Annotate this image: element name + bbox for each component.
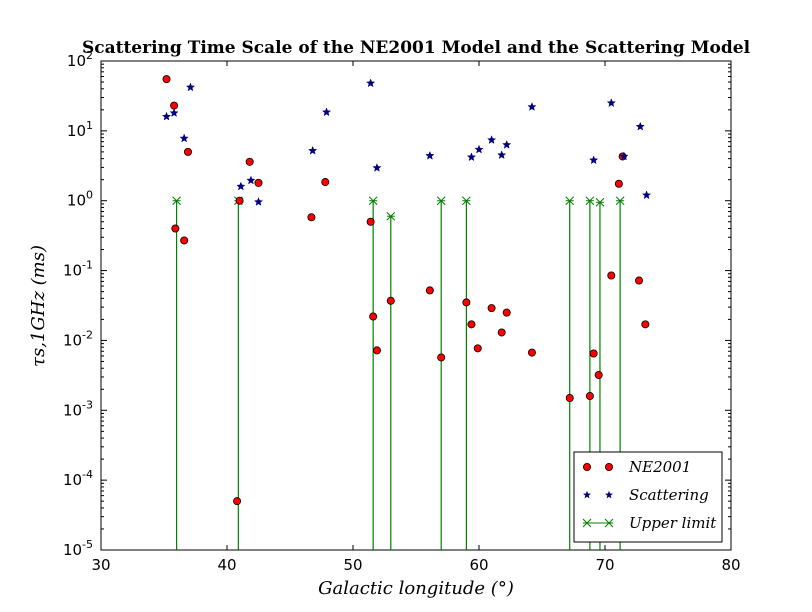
data-markers: [161, 75, 652, 506]
scattering-point: [365, 78, 376, 88]
y-tick-label: 10-1: [63, 259, 93, 280]
ne2001-point: [607, 271, 616, 280]
y-tick-label: 101: [67, 119, 93, 140]
ne2001-point: [467, 320, 476, 329]
upper-limit-marker: [368, 196, 378, 206]
scattering-point: [185, 82, 196, 92]
scattering-point: [308, 145, 318, 155]
y-axis-label: τs,1GHz (ms): [28, 245, 49, 367]
legend-box: [573, 451, 723, 543]
ne2001-point: [487, 304, 496, 313]
ne2001-point: [171, 224, 180, 233]
ne2001-point: [641, 320, 650, 329]
y-tick-label: 100: [67, 189, 93, 210]
ne2001-point: [635, 276, 644, 285]
ne2001-point: [614, 179, 623, 188]
ne2001-point: [502, 308, 511, 317]
legend-ne2001-marker: [583, 462, 592, 471]
ne2001-point: [497, 328, 506, 337]
ne2001-point: [473, 344, 482, 353]
ne2001-point: [369, 312, 378, 321]
legend-label: Upper limit: [629, 514, 717, 532]
scattering-point: [169, 108, 179, 117]
x-tick-label: 30: [91, 556, 110, 574]
legend-label: NE2001: [628, 458, 691, 476]
x-axis-label: Galactic longitude (°): [318, 578, 514, 599]
ne2001-point: [425, 286, 434, 295]
ne2001-point: [321, 178, 330, 187]
legend: NE2001 Scattering Upper limit: [573, 451, 723, 543]
ne2001-point: [245, 157, 254, 166]
ne2001-point: [386, 296, 395, 305]
ne2001-point: [307, 213, 316, 222]
ne2001-point: [366, 217, 375, 226]
upper-limit-lines: [172, 196, 625, 550]
upper-limit-marker: [462, 196, 471, 206]
scattering-point: [474, 144, 484, 154]
upper-limit-marker: [585, 196, 595, 206]
scattering-point: [497, 150, 507, 160]
y-tick-label: 10-5: [63, 538, 93, 559]
ne2001-point: [437, 353, 446, 362]
axis-ticks: 30 40 50 60 70 80 10-5 10-4 10-3 10-2 10-1 100 101 10…: [63, 49, 741, 574]
ne2001-point: [254, 178, 263, 187]
scattering-point: [246, 175, 256, 185]
ne2001-point: [235, 196, 244, 205]
upper-limit-marker: [595, 197, 605, 207]
legend-scattering-marker: [605, 490, 613, 499]
ne2001-point: [565, 393, 574, 402]
upper-limit-marker: [565, 196, 575, 206]
ne2001-point: [170, 101, 179, 110]
scattering-point: [321, 107, 332, 117]
scattering-point: [486, 135, 497, 144]
scattering-point: [466, 152, 477, 162]
y-tick-label: 102: [67, 49, 93, 70]
scattering-point: [527, 102, 537, 111]
ne2001-point: [589, 349, 598, 358]
legend-label: Scattering: [629, 486, 709, 504]
y-tick-label: 10-2: [63, 328, 93, 349]
upper-limit-marker: [172, 196, 181, 206]
scattering-point: [372, 162, 382, 172]
scattering-point: [161, 111, 172, 121]
x-tick-label: 70: [595, 556, 614, 574]
scattering-point: [253, 197, 264, 206]
ne2001-point: [462, 298, 471, 307]
scattering-point: [635, 121, 645, 131]
x-tick-label: 80: [721, 556, 740, 574]
ne2001-point: [527, 348, 536, 357]
upper-limit-marker: [386, 211, 396, 221]
scattering-point: [236, 181, 246, 191]
y-tick-label: 10-4: [63, 468, 93, 489]
ne2001-point: [233, 497, 242, 506]
ne2001-point: [180, 236, 189, 245]
x-tick-label: 40: [217, 556, 236, 574]
scattering-point: [641, 190, 652, 200]
scattering-point: [502, 139, 512, 149]
scattering-point: [179, 133, 189, 143]
upper-limit-marker: [436, 196, 446, 206]
y-tick-label: 10-3: [63, 398, 93, 419]
ne2001-point: [585, 392, 594, 401]
legend-ne2001-marker: [605, 462, 614, 471]
chart-title: Scattering Time Scale of the NE2001 Mode…: [82, 38, 751, 58]
ne2001-point: [162, 75, 171, 84]
ne2001-point: [372, 346, 381, 355]
scattering-point: [589, 155, 599, 165]
x-tick-label: 60: [469, 556, 488, 574]
upper-limit-marker: [615, 196, 625, 206]
ne2001-point: [183, 147, 192, 156]
ne2001-point: [594, 370, 603, 379]
legend-scattering-marker: [583, 490, 591, 499]
scattering-point: [606, 98, 616, 108]
scattering-point: [425, 150, 435, 160]
scattering-point: [619, 151, 629, 161]
x-tick-label: 50: [343, 556, 362, 574]
